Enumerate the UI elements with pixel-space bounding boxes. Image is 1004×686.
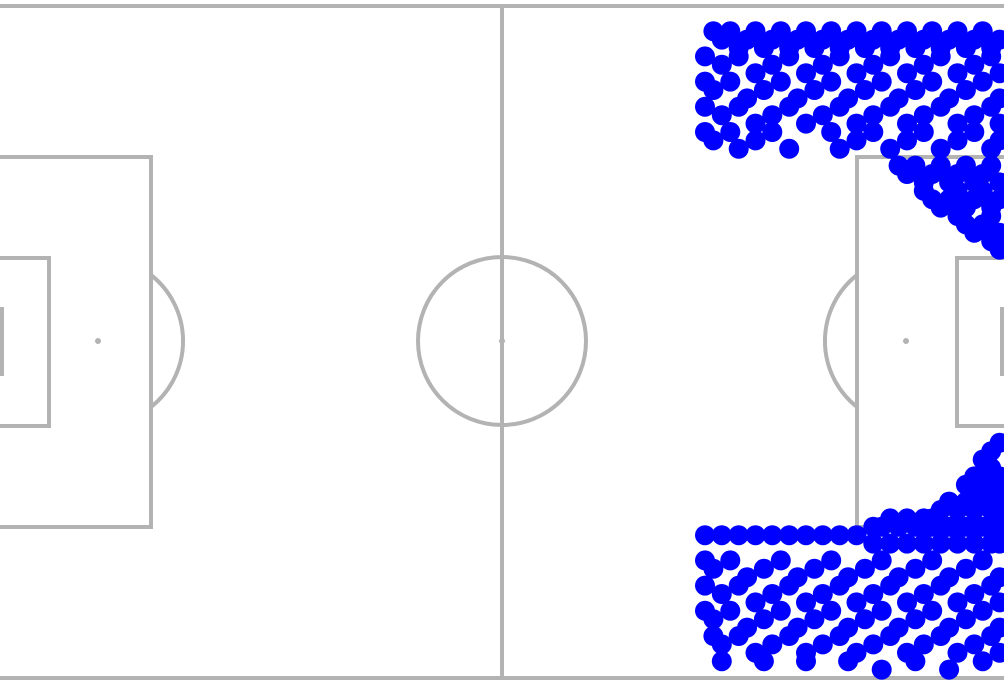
scatter-point	[821, 72, 841, 92]
scatter-point	[973, 601, 993, 621]
scatter-point	[922, 72, 942, 92]
scatter-point	[779, 46, 799, 66]
scatter-point	[880, 46, 900, 66]
left-six-yard-box	[0, 258, 49, 426]
left-penalty-spot	[95, 338, 101, 344]
scatter-point	[973, 72, 993, 92]
scatter-point	[830, 626, 850, 646]
left-penalty-box	[0, 157, 151, 527]
scatter-point	[720, 72, 740, 92]
scatter-point	[838, 651, 858, 671]
left-penalty-arc	[151, 275, 183, 407]
scatter-point	[931, 576, 951, 596]
scatter-point	[720, 550, 740, 570]
scatter-point	[905, 651, 925, 671]
scatter-point	[821, 601, 841, 621]
scatter-point	[931, 97, 951, 117]
scatter-point	[762, 122, 782, 142]
scatter-point	[754, 651, 774, 671]
scatter-point	[771, 72, 791, 92]
scatter-point	[914, 122, 934, 142]
scatter-point	[830, 97, 850, 117]
scatter-point	[830, 576, 850, 596]
scatter-point	[729, 97, 749, 117]
scatter-point	[880, 576, 900, 596]
right-six-yard-box	[957, 258, 1004, 426]
scatter-point	[779, 139, 799, 159]
scatter-point	[863, 122, 883, 142]
scatter-point	[729, 576, 749, 596]
scatter-point	[922, 601, 942, 621]
scatter-point	[729, 626, 749, 646]
scatter-point	[939, 660, 959, 680]
scatter-point	[796, 651, 816, 671]
scatter-point	[973, 651, 993, 671]
scatter-point	[712, 651, 732, 671]
scatter-point	[880, 626, 900, 646]
scatter-point	[931, 626, 951, 646]
scatter-point	[872, 72, 892, 92]
scatter-point	[922, 550, 942, 570]
scatter-point	[821, 550, 841, 570]
scatter-point	[931, 46, 951, 66]
center-spot	[499, 338, 505, 344]
scatter-point	[779, 576, 799, 596]
scatter-point	[830, 46, 850, 66]
scatter-point	[771, 601, 791, 621]
scatter-point	[872, 601, 892, 621]
scatter-point	[964, 122, 984, 142]
scatter-point	[872, 550, 892, 570]
right-penalty-arc	[825, 275, 857, 407]
scatter-point	[973, 550, 993, 570]
scatter-point	[779, 626, 799, 646]
right-penalty-spot	[903, 338, 909, 344]
scatter-point	[729, 46, 749, 66]
scatter-point	[880, 97, 900, 117]
scatter-point	[720, 601, 740, 621]
scatter-point	[872, 660, 892, 680]
scatter-point	[771, 550, 791, 570]
scatter-point	[779, 97, 799, 117]
